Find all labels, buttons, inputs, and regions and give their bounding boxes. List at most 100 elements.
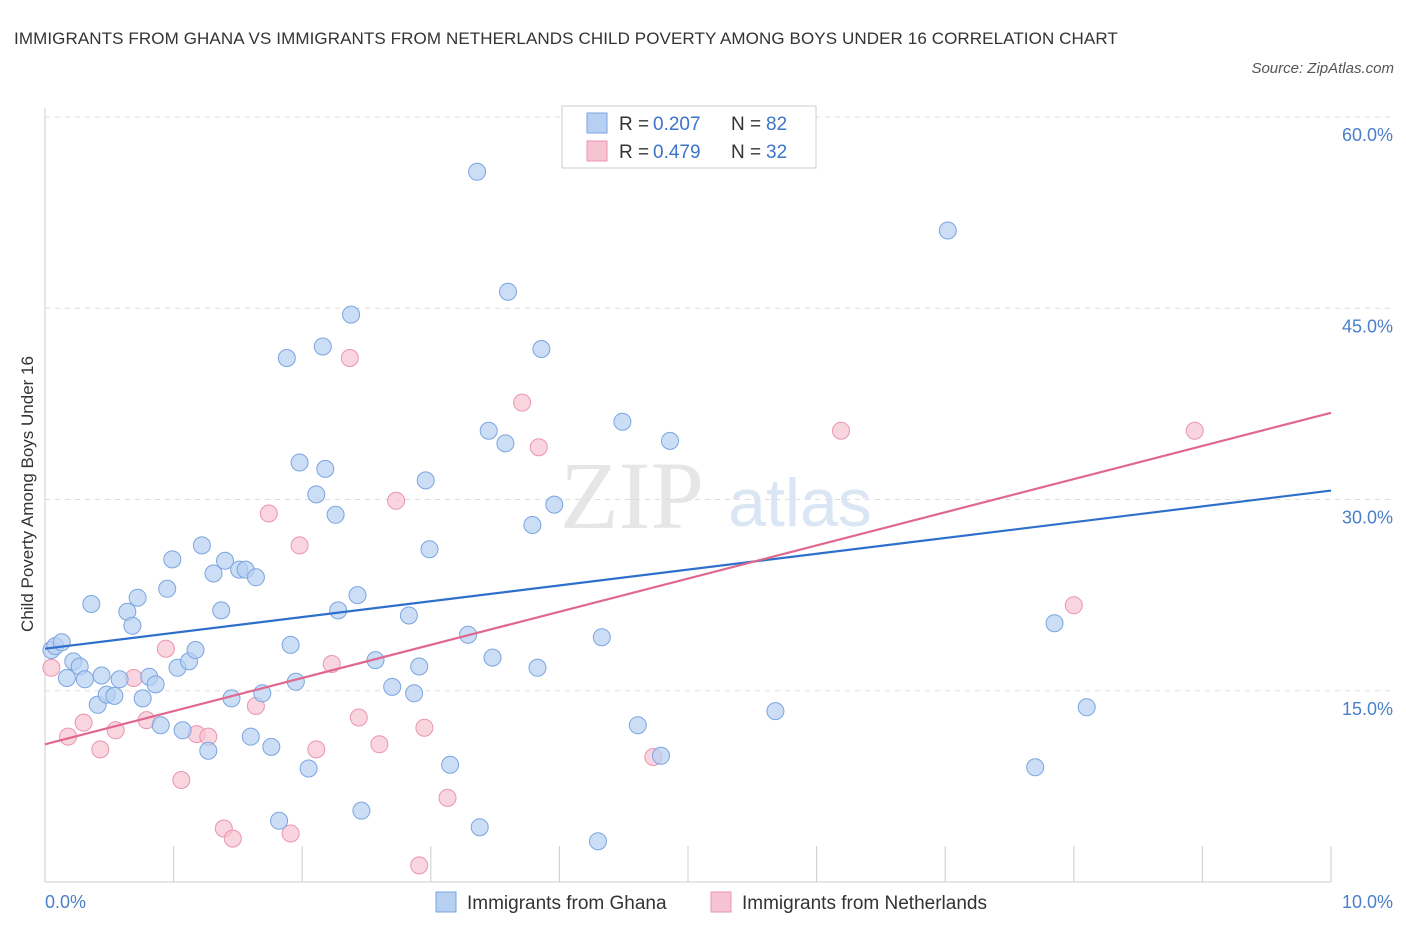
- watermark-atlas: atlas: [728, 465, 872, 541]
- legend-n-label-ghana: N =: [731, 114, 761, 135]
- netherlands-point: [307, 740, 326, 759]
- ghana-point: [523, 516, 542, 534]
- trend-line-netherlands: [44, 411, 1332, 746]
- x-tick-label: 10.0%: [1342, 892, 1393, 912]
- legend-n-value-ghana: 82: [766, 114, 787, 135]
- ghana-point: [299, 759, 318, 778]
- ghana-point: [151, 716, 170, 735]
- ghana-point: [313, 337, 332, 356]
- y-tick-label: 15.0%: [1342, 699, 1393, 719]
- ghana-point: [405, 684, 424, 703]
- watermark-zip: ZIP: [560, 442, 704, 549]
- ghana-point: [661, 431, 679, 450]
- ghana-point: [416, 471, 435, 490]
- netherlands-point: [529, 438, 548, 457]
- ghana-point: [199, 741, 218, 760]
- ghana-point: [342, 305, 361, 324]
- ghana-point: [348, 586, 367, 605]
- ghana-point: [329, 601, 348, 620]
- netherlands-point: [156, 639, 175, 658]
- grid-lines: [45, 116, 1395, 692]
- ghana-point: [192, 536, 211, 555]
- correlation-legend: R = 0.207 N = 82 R = 0.479 N = 32: [561, 105, 817, 169]
- netherlands-point: [513, 393, 532, 412]
- netherlands-point: [410, 856, 429, 875]
- y-axis-label: Child Poverty Among Boys Under 16: [18, 356, 37, 632]
- netherlands-point: [259, 504, 278, 523]
- legend-n-label-netherlands: N =: [731, 142, 761, 163]
- ghana-point: [82, 595, 101, 613]
- ghana-point: [1026, 758, 1045, 777]
- chart-title: IMMIGRANTS FROM GHANA VS IMMIGRANTS FROM…: [14, 29, 1118, 48]
- ghana-point: [57, 669, 76, 687]
- ghana-point: [277, 349, 296, 367]
- ghana-point: [123, 616, 142, 635]
- ghana-point: [652, 746, 670, 765]
- ghana-point: [281, 635, 300, 654]
- ghana-point: [212, 601, 231, 620]
- legend-r-label-ghana: R =: [619, 114, 649, 135]
- x-tick-labels: 0.0% 10.0%: [45, 892, 1393, 912]
- series-netherlands-points: [42, 349, 1204, 875]
- ghana-point: [613, 412, 632, 431]
- ghana-point: [528, 658, 547, 677]
- legend-r-value-ghana: 0.207: [653, 114, 701, 135]
- ghana-point: [146, 675, 165, 694]
- trend-lines: [44, 411, 1332, 746]
- series-legend: Immigrants from Ghana Immigrants from Ne…: [435, 891, 987, 914]
- ghana-point: [158, 579, 177, 598]
- legend-n-value-netherlands: 32: [766, 142, 787, 163]
- ghana-point: [204, 564, 223, 583]
- ghana-point: [470, 818, 489, 837]
- ghana-point: [110, 670, 129, 689]
- ghana-point: [383, 677, 402, 696]
- netherlands-point: [832, 421, 850, 440]
- ghana-point: [163, 550, 182, 569]
- ghana-point: [1077, 698, 1096, 717]
- ghana-point: [246, 568, 265, 587]
- ghana-point: [92, 666, 111, 685]
- ghana-point: [483, 648, 502, 667]
- legend-r-value-netherlands: 0.479: [653, 142, 701, 163]
- ghana-point: [410, 657, 429, 676]
- legend-swatch-ghana: [586, 112, 608, 134]
- ghana-point: [479, 421, 498, 440]
- ghana-point: [128, 588, 147, 607]
- ghana-point: [441, 755, 460, 774]
- ghana-point: [589, 832, 607, 851]
- ghana-point: [420, 540, 439, 559]
- bottom-legend-label-ghana: Immigrants from Ghana: [467, 893, 667, 914]
- y-tick-labels: 15.0% 30.0% 45.0% 60.0%: [1342, 125, 1393, 719]
- ghana-point: [241, 727, 260, 746]
- ghana-point: [399, 606, 418, 625]
- netherlands-point: [1185, 421, 1204, 440]
- y-tick-label: 45.0%: [1342, 316, 1393, 336]
- source-note: Source: ZipAtlas.com: [1251, 60, 1394, 77]
- legend-swatch-netherlands: [586, 140, 608, 162]
- ghana-point: [216, 551, 234, 570]
- netherlands-point: [74, 713, 93, 732]
- netherlands-point: [290, 536, 309, 555]
- ghana-point: [499, 282, 517, 301]
- series-ghana-points: [42, 162, 1096, 851]
- bottom-legend-label-netherlands: Immigrants from Netherlands: [742, 893, 987, 914]
- ghana-point: [186, 641, 205, 659]
- netherlands-point: [340, 349, 359, 367]
- ghana-point: [628, 716, 647, 735]
- ghana-point: [592, 628, 611, 647]
- ghana-point: [173, 721, 192, 740]
- ghana-point: [75, 670, 94, 689]
- bottom-legend-swatch-netherlands: [710, 891, 732, 913]
- y-tick-label: 60.0%: [1342, 125, 1393, 145]
- ghana-point: [352, 801, 371, 820]
- ghana-point: [290, 453, 309, 472]
- bottom-legend-swatch-ghana: [435, 891, 457, 913]
- netherlands-point: [281, 824, 300, 843]
- ghana-point: [1045, 614, 1064, 633]
- ghana-point: [307, 485, 326, 504]
- x-tick-label: 0.0%: [45, 892, 86, 912]
- ghana-point: [468, 162, 487, 181]
- netherlands-point: [370, 735, 389, 754]
- watermark: ZIP atlas: [560, 442, 872, 549]
